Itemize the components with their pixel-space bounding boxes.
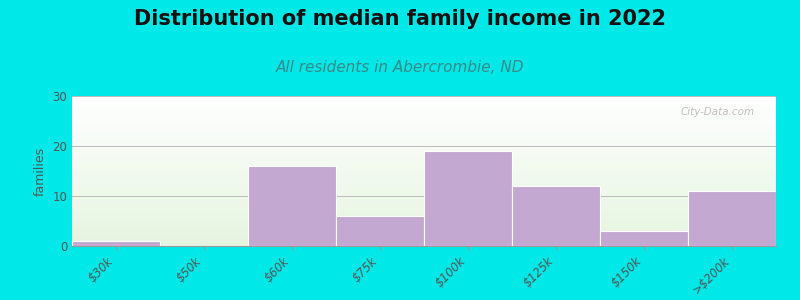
Bar: [688, 191, 776, 246]
Bar: [72, 241, 160, 246]
Text: Distribution of median family income in 2022: Distribution of median family income in …: [134, 9, 666, 29]
Bar: [248, 166, 336, 246]
Y-axis label: families: families: [34, 146, 46, 196]
Bar: [424, 151, 512, 246]
Bar: [336, 216, 424, 246]
Bar: [600, 231, 688, 246]
Text: All residents in Abercrombie, ND: All residents in Abercrombie, ND: [276, 60, 524, 75]
Text: City-Data.com: City-Data.com: [681, 106, 755, 116]
Bar: [512, 186, 600, 246]
